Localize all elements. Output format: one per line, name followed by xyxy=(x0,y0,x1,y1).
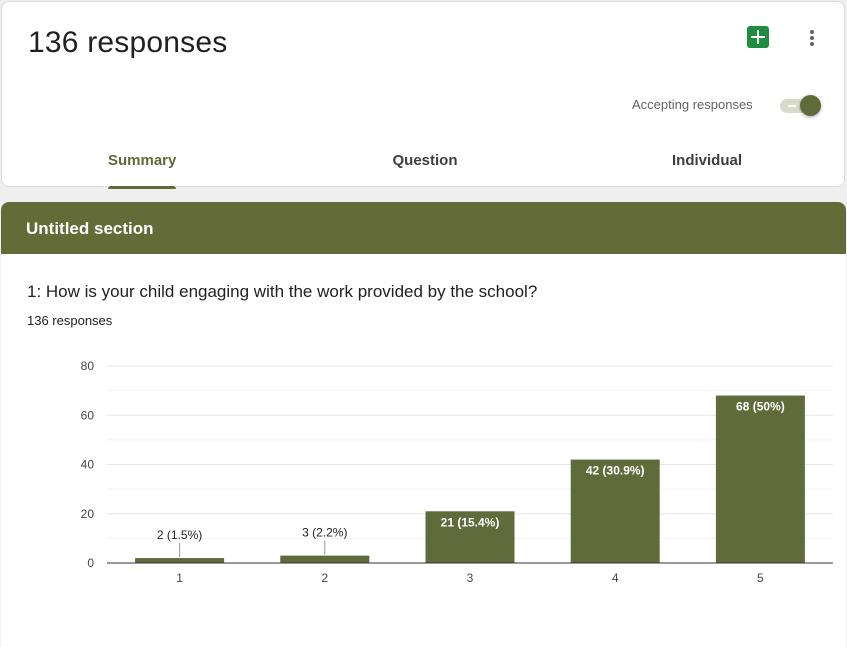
data-label: 68 (50%) xyxy=(736,400,785,414)
response-count-title: 136 responses xyxy=(28,26,228,59)
tab-individual-label: Individual xyxy=(671,152,742,169)
data-label: 21 (15.4%) xyxy=(441,515,500,529)
question-title: 1: How is your child engaging with the w… xyxy=(27,282,538,301)
bar xyxy=(570,459,660,563)
bar xyxy=(425,511,515,563)
google-sheets-icon[interactable] xyxy=(747,26,769,48)
question-response-count: 136 responses xyxy=(27,313,113,328)
tab-summary-label: Summary xyxy=(108,152,177,169)
y-tick-label: 40 xyxy=(81,458,95,472)
bar xyxy=(135,558,225,563)
x-tick-label: 2 xyxy=(321,571,328,585)
section-title: Untitled section xyxy=(26,219,154,238)
data-label: 2 (1.5%) xyxy=(157,528,202,542)
accepting-responses-toggle[interactable] xyxy=(780,94,822,116)
x-tick-label: 5 xyxy=(757,571,764,585)
data-label: 3 (2.2%) xyxy=(302,526,347,540)
data-label: 42 (30.9%) xyxy=(586,464,645,478)
x-tick-label: 3 xyxy=(467,571,474,585)
bar xyxy=(280,555,370,563)
summary-header-card: 136 responses Accepting responses Summar… xyxy=(1,1,845,189)
x-tick-label: 1 xyxy=(176,571,183,585)
tab-question-label: Question xyxy=(392,152,458,169)
more-options-icon[interactable] xyxy=(802,28,822,48)
bar xyxy=(715,395,805,563)
y-tick-label: 60 xyxy=(81,408,95,422)
accepting-responses-label: Accepting responses xyxy=(632,97,753,112)
active-tab-indicator xyxy=(108,186,176,189)
section-header: Untitled section xyxy=(1,202,846,254)
section-card: Untitled section 1: How is your child en… xyxy=(1,202,846,647)
y-tick-label: 20 xyxy=(81,507,95,521)
tab-question[interactable]: Question xyxy=(387,152,463,189)
x-tick-label: 4 xyxy=(612,571,619,585)
response-bar-chart: 0 20 40 60 80 1 2 (1.5%) 2 3 (2.2%) 3 21 (15.4%) 4 4… xyxy=(81,359,833,585)
tab-individual[interactable]: Individual xyxy=(666,152,748,189)
y-tick-label: 0 xyxy=(87,556,94,570)
tab-summary[interactable]: Summary xyxy=(108,152,176,189)
y-tick-label: 80 xyxy=(81,359,95,373)
